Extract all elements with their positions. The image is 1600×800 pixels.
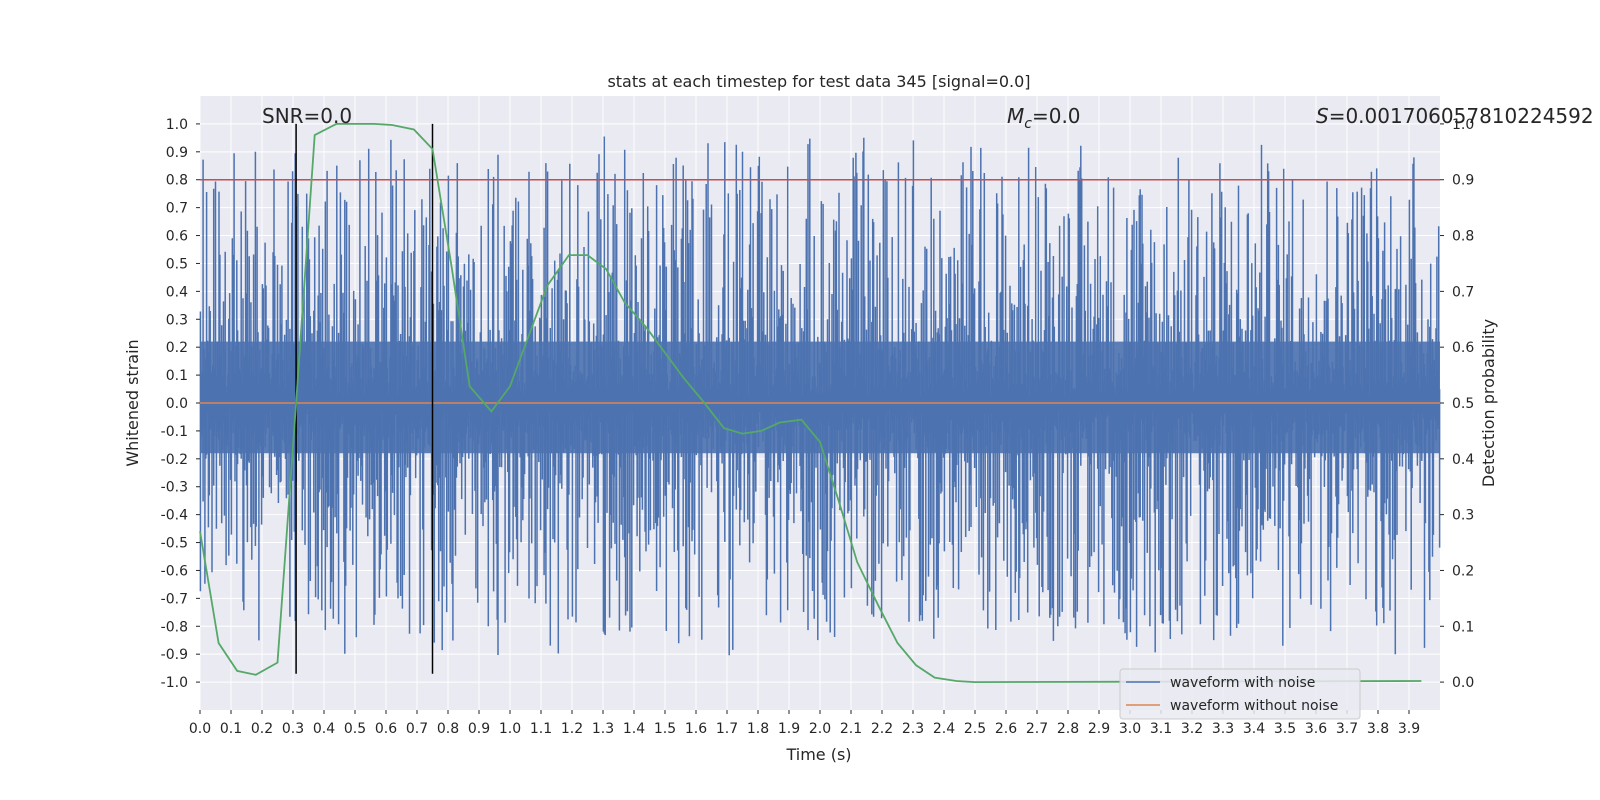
y-tick-label: 1.0 [166,117,188,133]
y2-tick-label: 0.3 [1452,508,1474,524]
y-tick-label: 0.3 [166,312,188,328]
x-tick-label: 0.4 [313,721,335,737]
y-axis-label: Whitened strain [123,339,142,466]
x-tick-label: 1.9 [778,721,800,737]
x-tick-label: 0.3 [282,721,304,737]
detection-probability-line [199,123,1422,684]
s-annotation: S=0.001706057810224592 [1316,104,1594,128]
y-tick-label: -0.4 [161,508,188,524]
mc-symbol: M [1007,104,1024,128]
tick-labels: 0.0 0.1 0.2 0.3 0.4 0.5 0.6 0.7 0.8 0.9 1.0 1.1 1.2 1… [161,117,1475,737]
snr-annotation: SNR=0.0 [262,104,352,128]
x-tick-label: 3.3 [1212,721,1234,737]
x-tick-label: 0.6 [375,721,397,737]
x-tick-label: 1.7 [716,721,738,737]
x-tick-label: 2.0 [809,721,831,737]
x-tick-label: 0.8 [437,721,459,737]
x-tick-label: 3.1 [1150,721,1172,737]
x-tick-label: 1.5 [654,721,676,737]
x-tick-label: 0.0 [189,721,211,737]
y-tick-label: -0.1 [161,424,188,440]
noise-band [200,341,1440,454]
s-symbol: S [1316,104,1329,128]
y-tick-label: -0.6 [161,563,188,579]
x-tick-label: 1.3 [592,721,614,737]
x-tick-label: 3.5 [1274,721,1296,737]
y-tick-label: 0.1 [166,368,188,384]
y-tick-label: 0.2 [166,340,188,356]
y2-axis-label: Detection probability [1479,319,1498,487]
x-tick-label: 3.4 [1243,721,1265,737]
y-tick-label: 0.6 [166,229,188,245]
legend-label-noise: waveform with noise [1170,675,1315,691]
x-tick-label: 2.2 [871,721,893,737]
x-tick-label: 3.9 [1398,721,1420,737]
y-tick-label: 0.8 [166,173,188,189]
x-tick-label: 2.7 [1026,721,1048,737]
legend-box [1119,668,1361,720]
x-tick-label: 3.6 [1305,721,1327,737]
y-tick-label: -0.9 [161,647,188,663]
legend: waveform with noise waveform without noi… [1119,668,1361,720]
legend-label-clean: waveform without noise [1170,698,1338,714]
x-tick-label: 2.8 [1057,721,1079,737]
y-tick-label: -0.5 [161,536,188,552]
y-tick-label: 0.4 [166,284,188,300]
y-tick-label: -0.7 [161,591,188,607]
y-tick-label: 0.0 [166,396,188,412]
y-tick-label: 0.5 [166,256,188,272]
y2-tick-label: 0.0 [1452,675,1474,691]
x-tick-label: 0.7 [406,721,428,737]
y2-tick-label: 0.6 [1452,340,1474,356]
mc-value: =0.0 [1032,104,1081,128]
y-tick-label: -0.2 [161,452,188,468]
x-tick-label: 1.4 [623,721,645,737]
x-tick-label: 3.2 [1181,721,1203,737]
y2-tick-label: 0.8 [1452,229,1474,245]
x-tick-label: 0.1 [220,721,242,737]
mc-annotation: Mc=0.0 [1007,104,1081,132]
x-tick-label: 2.1 [840,721,862,737]
y-tick-label: -1.0 [161,675,188,691]
x-tick-label: 0.2 [251,721,273,737]
y2-tick-label: 1.0 [1452,117,1474,133]
x-tick-label: 0.9 [468,721,490,737]
y2-tick-label: 0.4 [1452,452,1474,468]
x-tick-label: 1.1 [530,721,552,737]
x-tick-label: 2.6 [995,721,1017,737]
x-tick-label: 3.8 [1367,721,1389,737]
chart-title: stats at each timestep for test data 345… [607,72,1030,91]
mc-subscript: c [1024,116,1032,132]
x-tick-label: 2.5 [964,721,986,737]
y2-tick-label: 0.2 [1452,563,1474,579]
y-tick-label: 0.9 [166,145,188,161]
y2-tick-label: 0.9 [1452,173,1474,189]
y-tick-label: 0.7 [166,201,188,217]
x-tick-label: 0.5 [344,721,366,737]
y-tick-label: -0.8 [161,619,188,635]
x-tick-label: 1.6 [685,721,707,737]
y2-tick-label: 0.7 [1452,284,1474,300]
x-axis-label: Time (s) [785,745,851,764]
x-tick-label: 1.8 [747,721,769,737]
x-tick-label: 3.7 [1336,721,1358,737]
y2-tick-label: 0.1 [1452,619,1474,635]
x-tick-label: 1.2 [561,721,583,737]
s-value: =0.001706057810224592 [1329,104,1594,128]
waveform-with-noise-series [199,136,1441,656]
x-tick-label: 2.4 [933,721,955,737]
y2-tick-label: 0.5 [1452,396,1474,412]
x-tick-label: 1.0 [499,721,521,737]
x-tick-label: 2.3 [902,721,924,737]
x-tick-label: 3.0 [1119,721,1141,737]
x-tick-label: 2.9 [1088,721,1110,737]
y-tick-label: -0.3 [161,480,188,496]
